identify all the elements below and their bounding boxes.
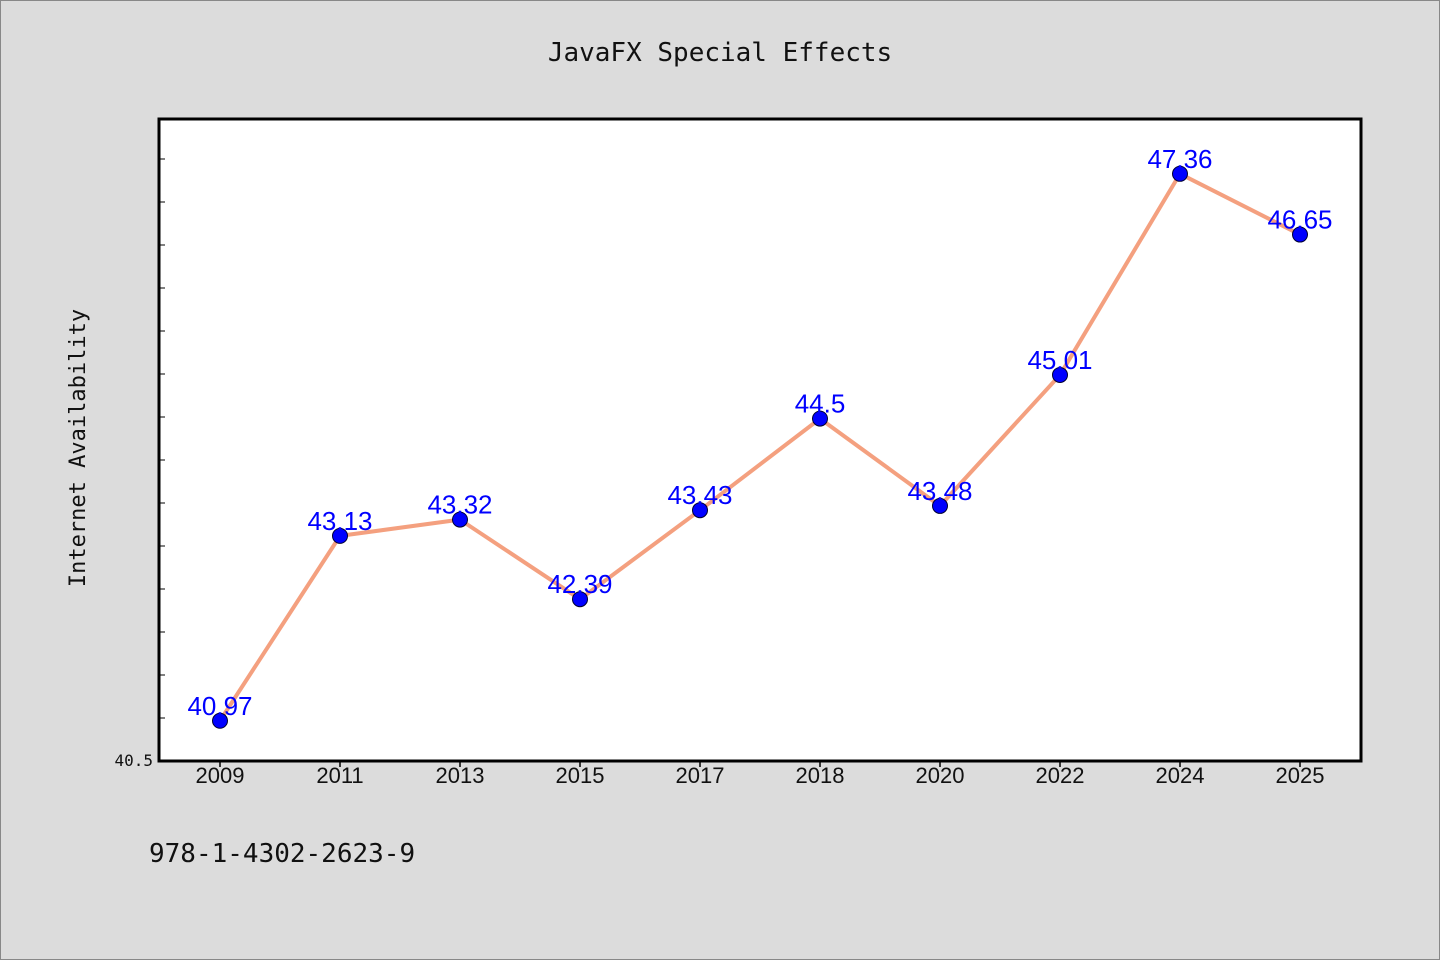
data-label: 43.32	[427, 490, 492, 520]
data-point	[572, 591, 588, 608]
data-point	[1052, 366, 1068, 383]
x-tick-label: 2013	[436, 763, 485, 788]
data-label: 47.36	[1147, 144, 1212, 174]
x-tick-label: 2022	[1036, 763, 1085, 788]
y-tick-label: 40.5	[114, 751, 153, 770]
isbn-label: 978-1-4302-2623-9	[149, 839, 415, 869]
data-label: 44.5	[795, 389, 846, 419]
x-tick-label: 2025	[1276, 763, 1325, 788]
data-point	[452, 511, 468, 528]
data-label: 43.13	[307, 506, 372, 536]
data-label: 43.43	[667, 480, 732, 510]
x-tick-label: 2015	[556, 763, 605, 788]
x-tick-label: 2020	[916, 763, 965, 788]
x-tick-label: 2011	[316, 763, 363, 788]
data-point	[692, 502, 708, 519]
x-tick-label: 2017	[676, 763, 725, 788]
x-tick-label: 2024	[1156, 763, 1205, 788]
x-tick-label: 2018	[796, 763, 845, 788]
data-point	[932, 497, 948, 514]
data-label: 46.65	[1267, 205, 1332, 235]
x-tick-label: 2009	[196, 763, 245, 788]
y-axis-title: Internet Availability	[66, 309, 91, 587]
data-point	[212, 712, 228, 729]
data-point	[812, 410, 828, 427]
series-line	[218, 171, 1301, 722]
series-1: 40.97 43.13 43.32 42.39 43.43 44.5 43.48 45.01 4…	[187, 144, 1333, 729]
data-point	[1172, 165, 1188, 182]
plot-area	[157, 117, 1363, 763]
chart-title: JavaFX Special Effects	[548, 38, 892, 68]
data-point	[1292, 226, 1308, 243]
data-point	[332, 527, 348, 544]
data-label: 40.97	[187, 691, 252, 721]
y-axis-ticks	[159, 158, 165, 719]
data-label: 42.39	[547, 569, 612, 599]
data-label: 43.48	[907, 476, 972, 506]
data-label: 45.01	[1027, 345, 1092, 375]
x-axis-ticks: 2009 2011 2013 2015 2017 2018 2020 2022 2024 2025	[196, 761, 1325, 788]
